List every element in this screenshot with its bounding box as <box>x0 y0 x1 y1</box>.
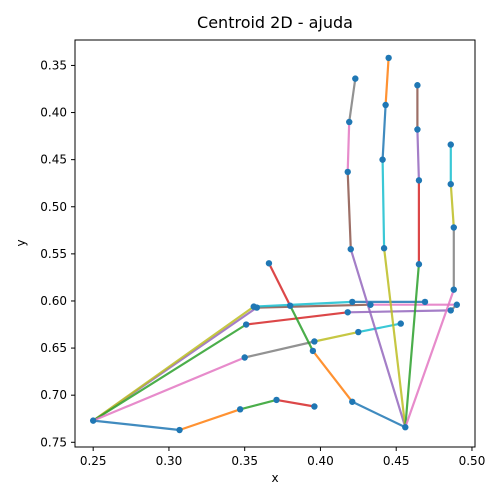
data-point <box>265 260 273 267</box>
plot-frame <box>74 39 476 448</box>
data-point <box>421 298 429 306</box>
data-point <box>382 101 389 109</box>
data-point <box>355 328 362 336</box>
data-point <box>176 426 183 434</box>
data-point <box>367 301 374 308</box>
data-point <box>352 75 359 82</box>
data-point <box>349 298 356 306</box>
y-tick-label: 0.50 <box>40 200 67 214</box>
series-line <box>92 356 246 422</box>
data-point <box>453 301 461 308</box>
series-line <box>311 349 354 403</box>
data-point <box>311 403 318 410</box>
series-line <box>416 128 420 182</box>
data-point <box>414 82 421 89</box>
data-point <box>311 338 318 345</box>
data-point <box>415 177 423 184</box>
data-point <box>349 398 356 405</box>
data-point <box>397 320 404 327</box>
series-line <box>348 77 357 124</box>
series-line <box>92 305 255 422</box>
data-point <box>450 286 457 293</box>
series-line <box>384 56 390 107</box>
y-tick-label: 0.35 <box>40 58 67 72</box>
series-line <box>346 309 452 314</box>
series-line <box>383 247 407 429</box>
y-tick-label: 0.60 <box>40 294 67 308</box>
data-point <box>380 245 388 252</box>
x-tick-label: 0.25 <box>80 454 107 468</box>
series-line <box>243 340 316 359</box>
data-point <box>250 303 257 310</box>
data-point <box>415 261 423 268</box>
series-line <box>449 183 455 229</box>
x-tick-label: 0.30 <box>156 454 183 468</box>
x-axis: 0.25 0.30 0.35 0.40 0.45 0.50 <box>80 447 486 468</box>
data-point <box>347 245 354 253</box>
series-line <box>381 158 386 250</box>
y-tick-label: 0.65 <box>40 341 67 355</box>
x-tick-label: 0.35 <box>231 454 258 468</box>
series-line <box>346 170 352 251</box>
data-point <box>243 321 250 328</box>
y-tick-label: 0.55 <box>40 247 67 261</box>
data-point <box>273 396 280 404</box>
series-line <box>267 262 292 307</box>
series-line <box>404 288 455 429</box>
y-axis-label: y <box>14 239 28 246</box>
x-tick-label: 0.45 <box>383 454 410 468</box>
series-line <box>239 398 278 411</box>
plot-area <box>89 54 461 434</box>
data-point <box>309 347 317 355</box>
series-line <box>349 248 407 429</box>
y-tick-label: 0.45 <box>40 153 67 167</box>
series-line <box>92 419 181 432</box>
data-point <box>344 168 351 176</box>
data-point <box>402 424 409 431</box>
data-point <box>236 406 244 413</box>
y-axis: 0.35 0.40 0.45 0.50 0.55 0.60 0.65 0.70 0.75 <box>40 58 75 449</box>
data-point <box>286 302 294 309</box>
x-tick-label: 0.40 <box>307 454 334 468</box>
series-line <box>346 120 351 173</box>
series-line <box>351 400 407 429</box>
data-point <box>346 118 353 126</box>
data-point <box>379 156 386 163</box>
y-tick-label: 0.40 <box>40 106 67 120</box>
series-line <box>255 303 372 309</box>
data-point <box>414 126 421 133</box>
data-point <box>89 417 97 424</box>
data-point <box>344 309 351 316</box>
series-line <box>92 323 248 422</box>
series-line <box>178 408 242 432</box>
data-point <box>447 307 454 314</box>
series-line <box>275 398 316 408</box>
series-line <box>289 304 314 352</box>
data-point <box>447 180 454 188</box>
x-axis-label: x <box>271 471 278 485</box>
data-point <box>450 224 457 231</box>
chart-title: Centroid 2D - ajuda <box>197 13 353 32</box>
series-line <box>313 331 360 343</box>
y-tick-label: 0.70 <box>40 388 67 402</box>
data-point <box>241 354 248 361</box>
series-line <box>381 103 387 161</box>
data-point <box>447 141 454 148</box>
series-line <box>404 263 420 429</box>
x-tick-label: 0.50 <box>459 454 486 468</box>
y-tick-label: 0.75 <box>40 435 67 449</box>
data-point <box>385 54 392 62</box>
series-line <box>252 300 354 308</box>
